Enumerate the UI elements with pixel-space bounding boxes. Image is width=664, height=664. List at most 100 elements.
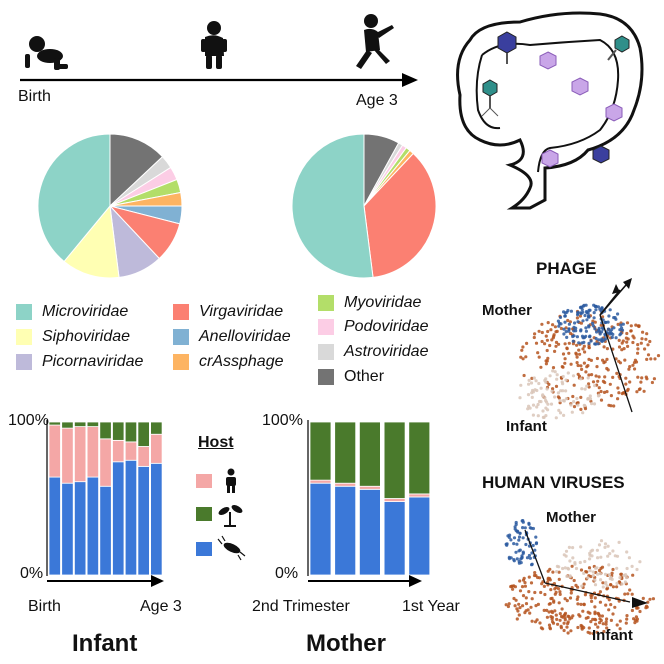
scatter-point (629, 329, 633, 333)
legend-label: Podoviridae (344, 318, 429, 335)
scatter-point (536, 414, 540, 418)
scatter-point (601, 358, 605, 362)
scatter-point (583, 559, 587, 564)
scatter-point (596, 556, 600, 560)
scatter-point (562, 621, 566, 625)
scatter-point (539, 386, 543, 390)
legend-label: Astroviridae (344, 343, 429, 360)
scatter-point (546, 402, 550, 406)
scatter-point (636, 343, 640, 347)
scatter-point (579, 568, 584, 572)
scatter-point (605, 357, 609, 361)
bar-segment-plant-host (358, 421, 381, 487)
scatter-point (575, 355, 579, 359)
scatter-point (556, 319, 561, 323)
legend-swatch (16, 329, 32, 345)
scatter-point (563, 597, 567, 601)
phage-arrowhead (623, 278, 632, 289)
scatter-point (527, 378, 531, 382)
scatter-point (604, 620, 608, 624)
scatter-point (587, 382, 591, 386)
scatter-point (625, 614, 629, 618)
legend-label: crAssphage (199, 353, 284, 370)
infant-ytick-bottom: 0% (20, 565, 44, 582)
scatter-point (585, 384, 589, 388)
scatter-point (614, 336, 618, 340)
legend-item: Myoviridae (318, 294, 421, 312)
scatter-point (549, 402, 554, 406)
scatter-point (526, 608, 530, 612)
scatter-point (608, 308, 612, 312)
scatter-point (627, 556, 632, 560)
phage-arrows (599, 284, 627, 316)
scatter-point (639, 341, 643, 345)
scatter-point (545, 387, 549, 391)
scatter-point (525, 341, 529, 345)
scatter-point (562, 327, 566, 331)
scatter-point (624, 621, 628, 625)
legend-item: Other (318, 368, 384, 386)
scatter-point (617, 540, 621, 545)
scatter-point (575, 343, 579, 347)
scatter-point (567, 322, 572, 326)
bar-segment-plant-host (408, 421, 431, 495)
scatter-point (567, 351, 571, 355)
scatter-point (581, 336, 585, 340)
scatter-point (558, 618, 562, 622)
legend-swatch (318, 295, 334, 311)
scatter-point (547, 602, 551, 606)
crawling-baby-icon (25, 36, 68, 70)
scatter-point (571, 339, 575, 343)
scatter-point (542, 608, 546, 613)
scatter-point (518, 579, 522, 583)
scatter-point (554, 613, 558, 617)
scatter-point (532, 335, 536, 340)
scatter-point (624, 573, 628, 577)
scatter-point (571, 546, 575, 550)
scatter-point (572, 329, 576, 333)
scatter-point (521, 345, 525, 349)
scatter-point (530, 376, 534, 380)
scatter-point (607, 608, 611, 612)
scatter-point (649, 357, 653, 361)
scatter-point (568, 574, 572, 578)
scatter-point (578, 352, 582, 356)
scatter-point (648, 597, 652, 601)
scatter-point (514, 550, 518, 554)
scatter-point (536, 351, 540, 355)
scatter-point (568, 331, 573, 336)
scatter-point (579, 407, 583, 411)
scatter-point (602, 345, 606, 349)
scatter-point (582, 603, 586, 607)
scatter-point (543, 592, 547, 597)
scatter-point (576, 363, 580, 368)
scatter-point (581, 347, 585, 351)
scatter-point (640, 376, 644, 380)
scatter-point (523, 526, 527, 530)
scatter-point (642, 389, 646, 393)
scatter-point (628, 380, 632, 384)
scatter-point (543, 342, 547, 346)
scatter-point (548, 343, 552, 348)
scatter-point (506, 604, 510, 609)
scatter-point (535, 405, 539, 409)
bar-segment-bacteria-host (61, 482, 74, 576)
scatter-point (554, 416, 558, 420)
scatter-point (527, 553, 532, 558)
scatter-point (564, 389, 568, 393)
scatter-point (636, 351, 640, 355)
scatter-point (599, 389, 603, 394)
scatter-point (555, 329, 559, 333)
scatter-point (569, 591, 573, 595)
scatter-point (520, 519, 524, 523)
scatter-point (599, 398, 604, 402)
scatter-point (557, 577, 561, 582)
scatter-point (635, 390, 639, 394)
bar-segment-human-host (408, 493, 431, 498)
scatter-point (639, 380, 643, 384)
scatter-point (602, 338, 606, 342)
scatter-point (648, 339, 652, 344)
scatter-point (551, 366, 556, 370)
scatter-point (563, 566, 567, 570)
